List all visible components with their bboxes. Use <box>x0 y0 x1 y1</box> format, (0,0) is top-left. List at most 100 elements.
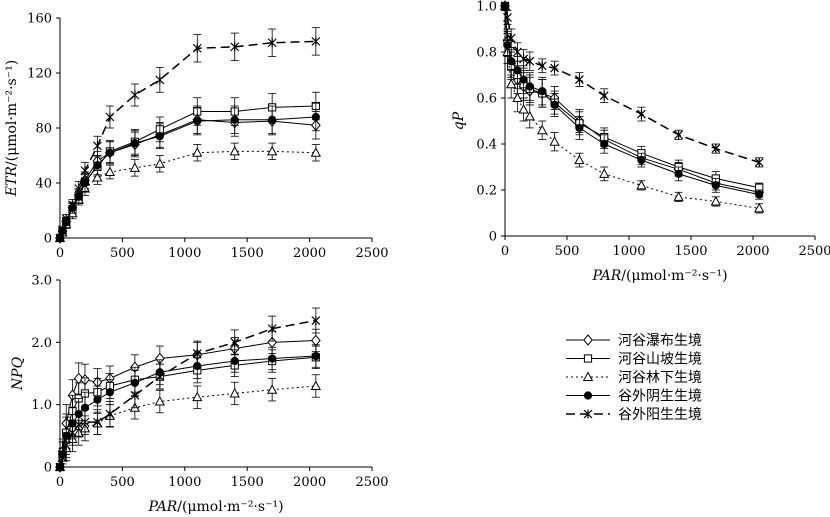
data-point <box>549 136 560 146</box>
data-point <box>267 324 277 334</box>
data-point <box>711 181 720 190</box>
data-point <box>58 453 67 463</box>
data-point <box>519 75 528 84</box>
data-point <box>129 162 141 172</box>
legend-marker <box>583 334 593 346</box>
data-point <box>74 184 84 193</box>
data-point <box>574 154 585 165</box>
data-point <box>105 112 115 122</box>
data-point <box>80 166 90 176</box>
data-point <box>574 75 584 85</box>
legend-label: 谷外阳生生境 <box>618 407 702 423</box>
data-point <box>311 112 320 122</box>
x-tick-label: 2500 <box>355 475 388 490</box>
legend-label: 谷外阴生生境 <box>618 389 702 405</box>
data-point <box>105 409 115 419</box>
y-tick-label: 0.2 <box>476 184 497 199</box>
data-point <box>61 440 71 450</box>
data-point <box>636 179 647 190</box>
y-tick-label: 3.0 <box>31 274 52 289</box>
x-tick-label: 2000 <box>736 244 769 259</box>
legend-label: 河谷林下生境 <box>618 370 702 386</box>
data-point <box>192 43 202 53</box>
data-point <box>754 202 765 213</box>
data-point <box>525 82 534 91</box>
y-tick-label: 1.0 <box>31 398 52 413</box>
series <box>55 307 321 472</box>
data-point <box>637 156 646 165</box>
legend-label: 河谷瀑布生境 <box>618 333 702 349</box>
data-point <box>311 351 320 361</box>
x-tick-label: 1000 <box>168 246 201 261</box>
series <box>55 345 320 472</box>
y-tick-label: 0 <box>44 461 52 476</box>
data-point <box>537 61 547 71</box>
data-point <box>104 166 116 176</box>
legend-item: 谷外阴生生境 <box>566 389 702 405</box>
x-tick-label: 0 <box>56 475 64 490</box>
y-tick-label: 160 <box>27 12 52 27</box>
data-point <box>599 168 610 178</box>
data-point <box>538 87 547 96</box>
data-point <box>267 384 278 394</box>
data-point <box>192 147 203 157</box>
x-axis-title: PAR/(μmol·m⁻²·s⁻¹) <box>147 499 283 515</box>
x-tick-label: 500 <box>555 244 580 259</box>
data-point <box>155 75 165 85</box>
y-tick-label: 40 <box>35 177 52 192</box>
data-point <box>130 90 140 100</box>
x-tick-label: 2000 <box>293 475 326 490</box>
data-point <box>193 117 202 126</box>
x-tick-label: 2000 <box>293 246 326 261</box>
data-point <box>524 110 535 121</box>
series-line <box>59 105 316 239</box>
x-tick-label: 0 <box>501 244 509 259</box>
data-point <box>636 109 646 119</box>
series <box>55 344 320 472</box>
data-point <box>674 169 683 178</box>
y-axis-title: NPQ <box>10 356 26 391</box>
data-point <box>674 130 684 140</box>
legend-item: 河谷山坡生境 <box>566 352 702 368</box>
x-tick-label: 1500 <box>674 244 707 259</box>
data-point <box>68 200 77 210</box>
data-point <box>755 190 764 199</box>
y-tick-label: 0 <box>489 230 497 245</box>
data-point <box>518 103 529 114</box>
x-tick-label: 2500 <box>798 244 830 259</box>
data-point <box>93 161 102 170</box>
legend-item: 河谷瀑布生境 <box>566 333 702 349</box>
legend-label: 河谷山坡生境 <box>618 352 702 368</box>
data-point <box>93 141 102 151</box>
data-point <box>229 145 240 156</box>
data-point <box>311 36 321 46</box>
data-point <box>230 337 240 347</box>
data-point <box>92 171 103 182</box>
y-tick-label: 80 <box>35 122 52 137</box>
data-point <box>311 316 321 326</box>
y-tick-label: 0 <box>44 232 52 247</box>
legend-marker <box>583 354 593 363</box>
data-point <box>711 144 721 154</box>
series <box>500 1 764 200</box>
data-point <box>599 91 609 101</box>
data-point <box>673 191 684 201</box>
series <box>55 27 321 243</box>
data-point <box>155 132 164 141</box>
series-line <box>59 319 316 468</box>
data-point <box>754 157 764 167</box>
y-tick-label: 2.0 <box>31 336 52 351</box>
data-point <box>513 66 522 75</box>
x-tick-label: 1000 <box>612 244 645 259</box>
series-line <box>59 150 316 239</box>
legend-item: 谷外阳生生境 <box>566 407 702 423</box>
data-point <box>74 420 84 430</box>
data-point <box>500 1 510 11</box>
data-point <box>155 372 165 382</box>
data-point <box>267 38 277 48</box>
data-point <box>68 428 77 438</box>
series <box>500 0 765 199</box>
data-point <box>310 380 321 390</box>
data-point <box>93 395 102 404</box>
